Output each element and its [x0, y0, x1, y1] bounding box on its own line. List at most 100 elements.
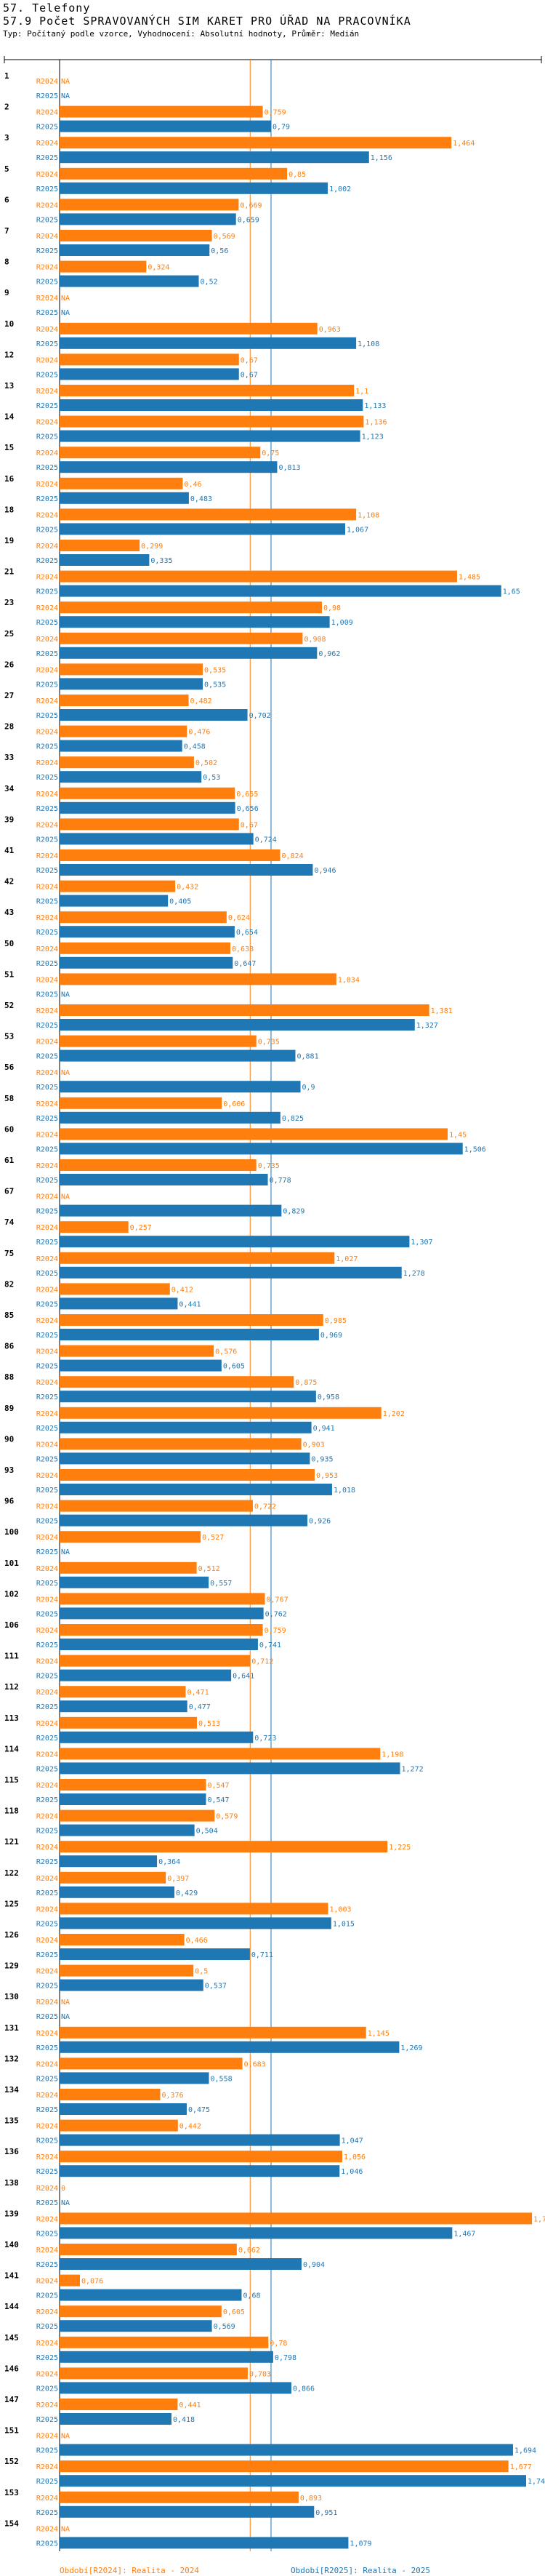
series-label-2024: R2024: [36, 2401, 58, 2409]
row-id-label: 27: [4, 691, 14, 700]
row-id-label: 113: [4, 1713, 19, 1723]
bar-2024: [60, 105, 263, 118]
bar-2024: [60, 880, 176, 892]
series-label-2025: R2025: [36, 1332, 58, 1340]
series-label-2025: R2025: [36, 216, 58, 224]
value-label-2024: 0,824: [282, 852, 304, 860]
value-label-2024: NA: [61, 78, 70, 86]
bar-2025: [60, 461, 278, 473]
value-label-2025: 0,958: [318, 1393, 339, 1401]
row-id-label: 112: [4, 1682, 19, 1692]
bar-2024: [60, 1964, 194, 1977]
bar-2024: [60, 322, 318, 335]
value-label-2025: 1,079: [350, 2540, 371, 2548]
value-label-2025: 0,569: [214, 2323, 235, 2331]
row-id-label: 131: [4, 2023, 19, 2033]
series-label-2025: R2025: [36, 402, 58, 410]
bar-2025: [60, 1979, 203, 1991]
row-id-label: 42: [4, 877, 14, 887]
value-label-2025: 0,702: [249, 712, 271, 720]
series-label-2024: R2024: [36, 1905, 58, 1913]
bar-2024: [60, 477, 183, 489]
series-label-2024: R2024: [36, 1100, 58, 1108]
row-id-label: 23: [4, 598, 14, 607]
series-label-2024: R2024: [36, 914, 58, 922]
series-label-2025: R2025: [36, 1983, 58, 1991]
row-id-label: 67: [4, 1187, 14, 1196]
series-label-2024: R2024: [36, 636, 58, 644]
series-label-2025: R2025: [36, 1828, 58, 1836]
row-id-label: 147: [4, 2395, 19, 2404]
value-label-2025: 0,935: [311, 1455, 333, 1463]
bar-2025: [60, 2072, 209, 2084]
bar-2024: [60, 2336, 269, 2348]
bar-2024: [60, 1809, 215, 1822]
value-label-2025: 0,951: [315, 2509, 337, 2517]
series-label-2024: R2024: [36, 295, 58, 303]
row-id-label: 12: [4, 350, 14, 359]
value-label-2024: 1,003: [329, 1905, 351, 1913]
bar-2025: [60, 1607, 264, 1620]
series-label-2025: R2025: [36, 2292, 58, 2300]
bar-2024: [60, 818, 239, 831]
bar-2025: [60, 2320, 212, 2332]
value-label-2025: 0,537: [205, 1983, 227, 1991]
value-label-2025: 0,969: [320, 1332, 342, 1340]
series-label-2024: R2024: [36, 1751, 58, 1759]
bar-2025: [60, 2505, 315, 2518]
bar-2025: [60, 585, 501, 597]
series-label-2025: R2025: [36, 1518, 58, 1526]
row-id-label: 93: [4, 1465, 14, 1475]
row-id-label: 134: [4, 2085, 19, 2095]
value-label-2024: 0,655: [236, 791, 258, 799]
value-label-2025: 0,866: [293, 2385, 315, 2393]
value-label-2024: 0,75: [262, 449, 279, 457]
value-label-2024: 1,034: [338, 976, 360, 984]
row-id-label: 33: [4, 753, 14, 762]
series-label-2025: R2025: [36, 1765, 58, 1773]
bar-2025: [60, 1421, 312, 1433]
series-label-2025: R2025: [36, 371, 58, 379]
series-label-2025: R2025: [36, 1796, 58, 1804]
bar-2025: [60, 2444, 513, 2456]
row-id-label: 8: [4, 257, 9, 267]
row-id-label: 26: [4, 660, 15, 669]
bar-2024: [60, 1779, 206, 1791]
value-label-2025: 1,269: [400, 2044, 422, 2052]
value-label-2024: 1,677: [510, 2463, 532, 2471]
series-label-2025: R2025: [36, 433, 58, 441]
bar-2024: [60, 570, 457, 583]
value-label-2025: 1,307: [411, 1239, 432, 1247]
bar-2025: [60, 275, 199, 287]
series-label-2024: R2024: [36, 1782, 58, 1790]
bar-2024: [60, 1097, 222, 1109]
row-id-label: 111: [4, 1652, 19, 1661]
value-label-2024: 0,712: [251, 1658, 273, 1666]
value-label-2025: 0,68: [243, 2292, 260, 2300]
value-label-2025: 0,547: [207, 1796, 229, 1804]
series-label-2025: R2025: [36, 279, 58, 287]
value-label-2025: 1,506: [464, 1145, 486, 1153]
bar-2025: [60, 1143, 463, 1155]
value-label-2025: 0,53: [203, 774, 220, 782]
row-id-label: 141: [4, 2271, 19, 2281]
series-label-2024: R2024: [36, 2370, 58, 2378]
series-label-2025: R2025: [36, 619, 58, 627]
value-label-2025: 0,798: [275, 2354, 296, 2362]
series-label-2024: R2024: [36, 697, 58, 705]
bar-2024: [60, 447, 261, 459]
bar-2024: [60, 1934, 185, 1945]
series-label-2025: R2025: [36, 1641, 58, 1649]
bar-2025: [60, 2537, 349, 2549]
value-label-2024: 0,397: [167, 1875, 189, 1883]
value-label-2025: 1,123: [362, 433, 384, 441]
series-label-2024: R2024: [36, 604, 58, 612]
series-label-2025: R2025: [36, 2199, 58, 2207]
series-label-2025: R2025: [36, 712, 58, 720]
value-label-2025: 0,741: [259, 1641, 281, 1649]
row-id-label: 88: [4, 1372, 14, 1382]
row-id-label: 9: [4, 288, 9, 297]
row-id-label: 100: [4, 1527, 19, 1537]
bar-2025: [60, 1855, 158, 1868]
row-id-label: 50: [4, 939, 14, 948]
